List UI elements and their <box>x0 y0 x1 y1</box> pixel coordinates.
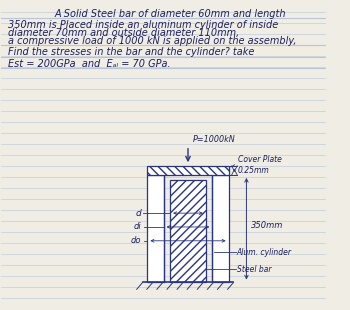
Text: 350mm: 350mm <box>251 221 284 230</box>
Text: Steel bar: Steel bar <box>237 265 271 274</box>
Text: A Solid Steel bar of diameter 60mm and length: A Solid Steel bar of diameter 60mm and l… <box>54 9 286 19</box>
Bar <box>212 175 229 282</box>
Bar <box>170 180 206 282</box>
Text: Est = 200GPa  and  Eₐₗ = 70 GPa.: Est = 200GPa and Eₐₗ = 70 GPa. <box>8 59 170 69</box>
Bar <box>147 175 164 282</box>
Text: Cover Plate: Cover Plate <box>238 155 281 164</box>
Text: di: di <box>133 223 141 232</box>
Text: Find the stresses in the bar and the cylinder? take: Find the stresses in the bar and the cyl… <box>8 47 254 57</box>
Text: diameter 70mm and outside diameter 110mm,: diameter 70mm and outside diameter 110mm… <box>8 29 239 38</box>
Bar <box>147 166 229 175</box>
Text: Alum. cylinder: Alum. cylinder <box>237 248 292 257</box>
Text: d: d <box>135 209 141 218</box>
Text: do: do <box>131 236 141 245</box>
Text: a compressive load of 1000 kN is applied on the assembly,: a compressive load of 1000 kN is applied… <box>8 36 296 46</box>
Text: 0.25mm: 0.25mm <box>238 166 270 175</box>
Text: P=1000kN: P=1000kN <box>193 135 236 144</box>
Text: 350mm is Placed inside an aluminum cylinder of inside: 350mm is Placed inside an aluminum cylin… <box>8 20 278 30</box>
